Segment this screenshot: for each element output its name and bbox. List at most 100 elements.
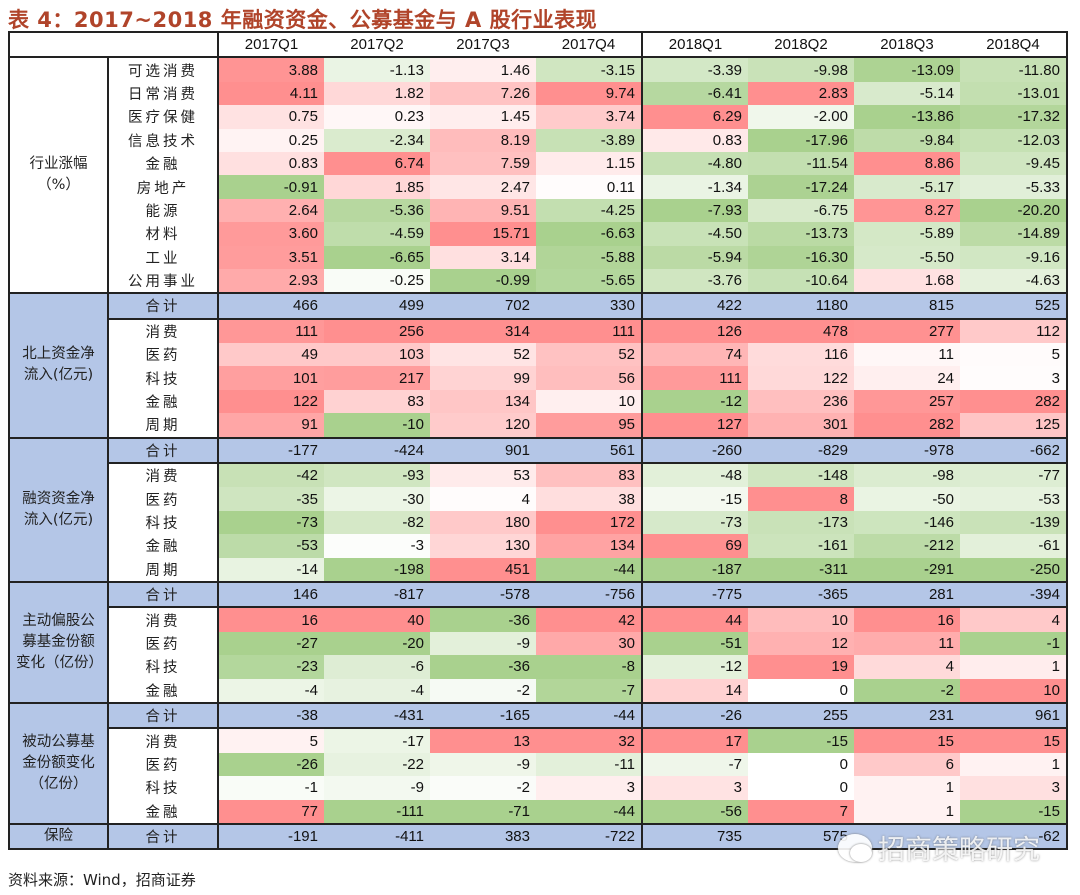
value-cell: 256 — [324, 318, 430, 344]
value-cell: -12 — [642, 655, 748, 679]
table-row: 日常消费 4.11 1.82 7.26 9.74 -6.41 2.83 -5.14 -13.01 — [9, 81, 1067, 106]
value-cell: 95 — [536, 413, 643, 438]
value-cell: -6.75 — [748, 198, 854, 223]
value-cell: -148 — [748, 463, 854, 488]
row-label: 合计 — [108, 436, 219, 465]
value-cell: -27 — [218, 631, 324, 656]
value-cell: 0 — [748, 678, 854, 703]
row-label: 消费 — [108, 607, 219, 632]
section-label: 融资资金净流入(亿元) — [9, 436, 109, 583]
value-cell: 14 — [642, 678, 748, 703]
value-cell: -42 — [218, 463, 324, 488]
table-row: 周期 -14 -198 451 -44 -187 -311 -291 -250 — [9, 557, 1067, 582]
value-cell: -13.09 — [854, 57, 960, 82]
value-cell: 10 — [960, 678, 1067, 703]
value-cell: -14 — [218, 557, 324, 582]
value-cell: -93 — [324, 463, 430, 488]
value-cell: -111 — [324, 799, 430, 824]
value-cell: 3 — [960, 366, 1067, 390]
value-cell: -56 — [642, 799, 748, 824]
value-cell: -3 — [324, 534, 430, 558]
value-cell: 52 — [430, 343, 536, 367]
total-cell: -431 — [324, 701, 430, 730]
row-label: 金融 — [108, 534, 219, 558]
total-cell: 330 — [536, 292, 643, 320]
value-cell: 5 — [960, 343, 1067, 367]
value-cell: -36 — [430, 607, 536, 632]
value-cell: 122 — [748, 366, 854, 390]
row-label: 科技 — [108, 776, 219, 800]
value-cell: -6.41 — [642, 81, 748, 106]
value-cell: 116 — [748, 343, 854, 367]
value-cell: 0 — [748, 776, 854, 800]
value-cell: -48 — [642, 463, 748, 488]
row-label: 信息技术 — [108, 128, 219, 152]
value-cell: -17.96 — [748, 128, 854, 152]
value-cell: -6 — [324, 655, 430, 679]
value-cell: -4.25 — [536, 198, 643, 223]
value-cell: 11 — [854, 343, 960, 367]
row-label: 科技 — [108, 366, 219, 390]
section-label: 主动偏股公募基金份额变化（亿份） — [9, 580, 109, 704]
value-cell: 111 — [536, 318, 643, 344]
value-cell: 478 — [748, 318, 854, 344]
table-row: 材料 3.60 -4.59 15.71 -6.63 -4.50 -13.73 -5.89 -14… — [9, 222, 1067, 246]
column-header: 2017Q4 — [536, 32, 643, 59]
total-cell: 499 — [324, 292, 430, 320]
table-row: 消费 -42 -93 53 83 -48 -148 -98 -77 — [9, 463, 1067, 488]
header-corner — [9, 32, 219, 59]
total-cell: -394 — [960, 580, 1067, 609]
total-row: 被动公募基金份额变化（亿份） 合计 -38 -431 -165 -44 -26 255 231 9… — [9, 701, 1067, 825]
value-cell: 9.74 — [536, 81, 643, 106]
row-label: 消费 — [108, 318, 219, 344]
value-cell: 125 — [960, 413, 1067, 438]
value-cell: 127 — [642, 413, 748, 438]
value-cell: -11 — [536, 752, 643, 777]
value-cell: 301 — [748, 413, 854, 438]
row-label: 医药 — [108, 343, 219, 367]
value-cell: 0.25 — [218, 128, 324, 152]
total-cell: 1180 — [748, 292, 854, 320]
row-label: 医药 — [108, 752, 219, 777]
total-cell: -817 — [324, 580, 430, 609]
column-header: 2018Q3 — [854, 32, 960, 59]
total-cell: -26 — [642, 701, 748, 730]
value-cell: 101 — [218, 366, 324, 390]
value-cell: -11.54 — [748, 151, 854, 176]
value-cell: -5.94 — [642, 245, 748, 269]
value-cell: 4 — [960, 607, 1067, 632]
value-cell: -5.17 — [854, 175, 960, 199]
value-cell: 1.82 — [324, 81, 430, 106]
value-cell: 130 — [430, 534, 536, 558]
value-cell: -17 — [324, 728, 430, 753]
value-cell: -12.03 — [960, 128, 1067, 152]
value-cell: -7 — [536, 678, 643, 703]
section-label: 保险 — [9, 822, 109, 851]
value-cell: 99 — [430, 366, 536, 390]
value-cell: 15 — [854, 728, 960, 753]
row-label: 材料 — [108, 222, 219, 246]
row-label: 合计 — [108, 292, 219, 320]
value-cell: -11.80 — [960, 57, 1067, 82]
total-cell: 561 — [536, 436, 643, 465]
value-cell: -17.32 — [960, 105, 1067, 129]
total-cell: 383 — [430, 822, 536, 851]
value-cell: 1.85 — [324, 175, 430, 199]
total-cell: -662 — [960, 436, 1067, 465]
value-cell: 4.11 — [218, 81, 324, 106]
column-header: 2017Q2 — [324, 32, 430, 59]
value-cell: 1.45 — [430, 105, 536, 129]
total-cell: -165 — [430, 701, 536, 730]
value-cell: 134 — [536, 534, 643, 558]
value-cell: 15.71 — [430, 222, 536, 246]
table-row: 科技 -73 -82 180 172 -73 -173 -146 -139 — [9, 510, 1067, 535]
table-row: 房地产 -0.91 1.85 2.47 0.11 -1.34 -17.24 -5.17 -5.3… — [9, 175, 1067, 199]
value-cell: 91 — [218, 413, 324, 438]
total-cell: 575 — [748, 822, 854, 851]
value-cell: -9.84 — [854, 128, 960, 152]
value-cell: -9 — [430, 752, 536, 777]
header-row: 2017Q1 2017Q2 2017Q3 2017Q4 2018Q1 2018Q2 2018… — [9, 32, 1067, 59]
total-cell: 231 — [854, 701, 960, 730]
row-label: 消费 — [108, 728, 219, 753]
total-row: 北上资金净流入(亿元) 合计 466 499 702 330 422 1180 815 525 — [9, 292, 1067, 439]
